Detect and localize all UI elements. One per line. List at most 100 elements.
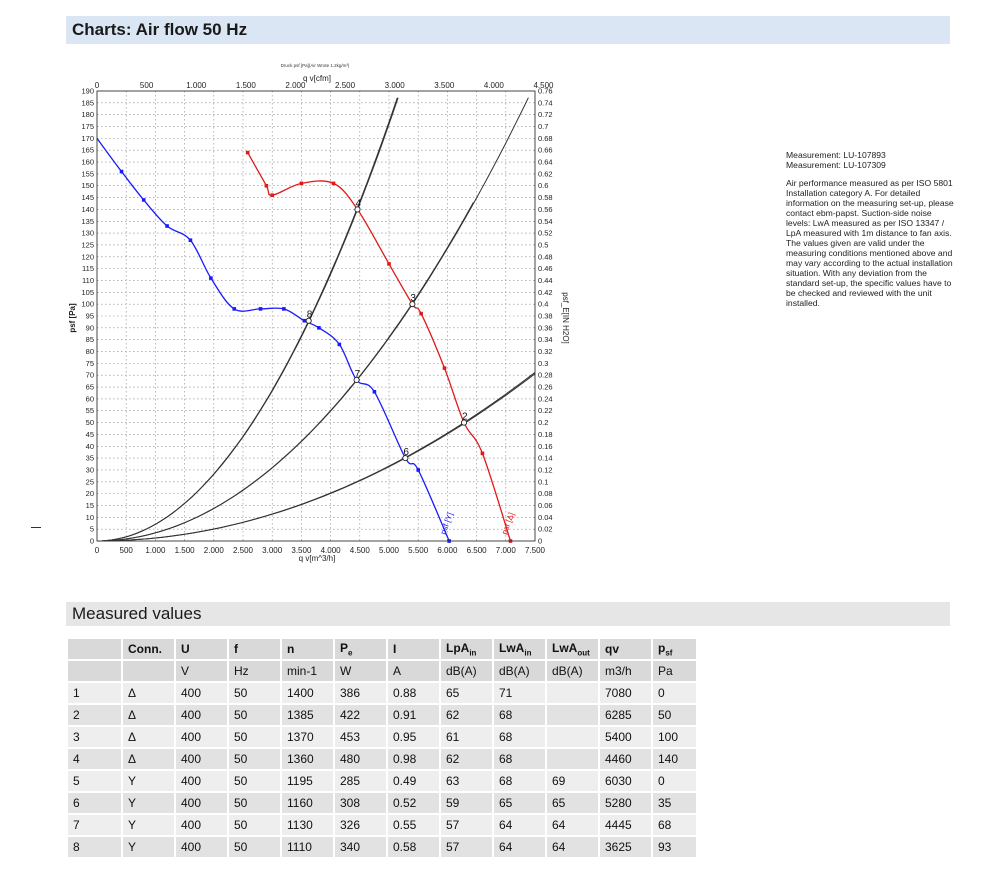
column-header: f (229, 639, 280, 659)
column-header-label: LwA (552, 640, 578, 655)
y-tick-label: 180 (81, 110, 94, 119)
column-header-label: f (234, 642, 238, 656)
table-cell: 50 (229, 749, 280, 769)
table-cell: 0.58 (388, 837, 439, 857)
table-cell: Y (123, 837, 174, 857)
measurement-notes: Measurement: LU-107893 Measurement: LU-1… (786, 150, 956, 316)
y-right-tick-label: 0.28 (538, 371, 553, 380)
table-cell (547, 727, 598, 747)
system-curve (96, 202, 474, 542)
y-tick-label: 20 (86, 489, 94, 498)
table-cell: 65 (494, 793, 545, 813)
y-tick-label: 160 (81, 158, 94, 167)
table-cell: 140 (653, 749, 696, 769)
table-cell: 65 (441, 683, 492, 703)
table-cell: 0.49 (388, 771, 439, 791)
table-cell: 50 (229, 727, 280, 747)
table-cell: Y (123, 815, 174, 835)
table-cell: 50 (229, 793, 280, 813)
x-top-tick-label: 1.500 (236, 81, 257, 90)
table-cell: 68 (494, 771, 545, 791)
table-cell: 0.95 (388, 727, 439, 747)
y-tick-label: 35 (86, 454, 94, 463)
charts-section-header: Charts: Air flow 50 Hz (66, 16, 950, 44)
table-cell: 400 (176, 727, 227, 747)
y-right-tick-label: 0.38 (538, 312, 553, 321)
table-cell: 340 (335, 837, 386, 857)
measured-values-title: Measured values (72, 604, 202, 623)
x-top-tick-label: 4.000 (484, 81, 505, 90)
table-cell: 50 (229, 837, 280, 857)
y-right-tick-label: 0.26 (538, 383, 553, 392)
table-cell: 1385 (282, 705, 333, 725)
x-top-tick-label: 0 (95, 81, 100, 90)
y-tick-label: 145 (81, 193, 94, 202)
table-cell: Δ (123, 705, 174, 725)
y-tick-label: 120 (81, 252, 94, 261)
y-right-tick-label: 0.3 (538, 359, 548, 368)
y-axis-right-label: psf_E[IN H2O] (561, 292, 570, 344)
system-curve (96, 97, 399, 542)
table-cell: 1360 (282, 749, 333, 769)
y-tick-label: 25 (86, 477, 94, 486)
y-right-tick-label: 0.14 (538, 454, 553, 463)
column-header-label: p (658, 640, 666, 655)
unit-cell: dB(A) (547, 661, 598, 681)
y-tick-label: 170 (81, 134, 94, 143)
y-tick-label: 130 (81, 229, 94, 238)
x-tick-label: 7.000 (496, 546, 517, 555)
table-cell: 50 (229, 705, 280, 725)
series-marker (337, 342, 342, 347)
table-cell: 4460 (600, 749, 651, 769)
table-body: 1 Δ 400 50 1400 386 0.88 65 71 7080 0 2 Δ 400 50 1385 42… (68, 683, 696, 857)
table-cell: Δ (123, 727, 174, 747)
table-cell: 1195 (282, 771, 333, 791)
table-cell: 8 (68, 837, 121, 857)
unit-cell: dB(A) (494, 661, 545, 681)
y-tick-label: 110 (82, 276, 94, 285)
x-tick-label: 500 (120, 546, 134, 555)
operating-point-marker (409, 301, 416, 308)
y-tick-label: 85 (86, 335, 94, 344)
table-cell: 1160 (282, 793, 333, 813)
table-row: 6 Y 400 50 1160 308 0.52 59 65 65 5280 35 (68, 793, 696, 813)
series-marker (419, 311, 423, 316)
operating-point-label: 4 (355, 198, 361, 209)
column-header: psf (653, 639, 696, 659)
series-marker (209, 276, 213, 280)
unit-cell: W (335, 661, 386, 681)
y-tick-label: 75 (86, 359, 94, 368)
y-tick-label: 55 (86, 406, 94, 415)
operating-point-marker (353, 376, 360, 383)
system-curve (97, 372, 536, 542)
table-cell: 0.91 (388, 705, 439, 725)
series-line (247, 152, 512, 542)
y-right-tick-label: 0.16 (538, 442, 553, 451)
series-label: psf [Y] (439, 511, 455, 535)
table-cell: 4 (68, 749, 121, 769)
y-tick-label: 65 (86, 383, 94, 392)
y-right-tick-label: 0.52 (538, 229, 553, 238)
table-cell: 480 (335, 749, 386, 769)
x-top-tick-label: 3.000 (385, 81, 406, 90)
x-tick-label: 5.500 (408, 546, 429, 555)
column-header-label: Conn. (128, 642, 162, 656)
table-cell: 62 (441, 749, 492, 769)
y-right-tick-label: 0.1 (538, 477, 548, 486)
x-tick-label: 6.000 (437, 546, 458, 555)
y-right-tick-label: 0.12 (538, 465, 553, 474)
y-tick-label: 190 (81, 87, 94, 96)
y-tick-label: 125 (81, 240, 94, 249)
table-cell: 0.88 (388, 683, 439, 703)
table-cell: 400 (176, 771, 227, 791)
column-header-subscript: in (469, 648, 477, 658)
y-tick-label: 0 (90, 537, 94, 546)
series-marker (302, 318, 307, 323)
table-cell: 1370 (282, 727, 333, 747)
y-tick-label: 185 (81, 98, 94, 107)
column-header-label: P (340, 640, 349, 655)
unit-cell: A (388, 661, 439, 681)
column-header: LwAout (547, 639, 598, 659)
y-tick-label: 45 (86, 430, 94, 439)
